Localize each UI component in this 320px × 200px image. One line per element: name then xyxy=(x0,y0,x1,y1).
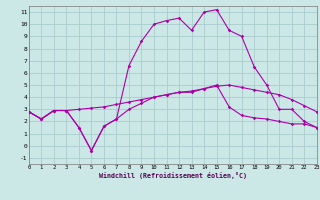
X-axis label: Windchill (Refroidissement éolien,°C): Windchill (Refroidissement éolien,°C) xyxy=(99,172,247,179)
